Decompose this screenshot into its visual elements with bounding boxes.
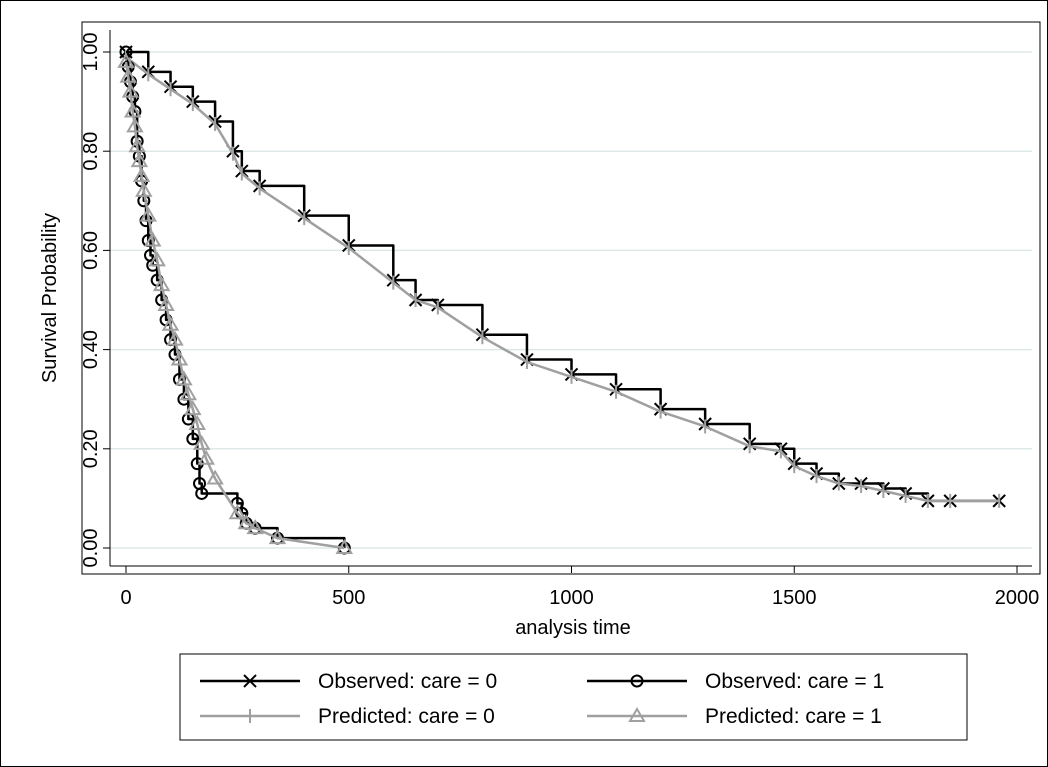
series-layer [117,45,1006,555]
data-point [119,45,133,59]
y-tick-label: 0.00 [80,529,102,568]
data-point [166,330,184,346]
y-tick-label: 1.00 [80,33,102,72]
legend-item: Observed: care = 0 [200,670,497,693]
legend-label: Predicted: care = 1 [705,705,882,728]
x-tick-label: 2000 [995,587,1040,609]
legend-item: Predicted: care = 0 [200,705,495,728]
data-point [179,385,198,401]
data-point [161,315,180,331]
plot-area [81,21,1041,575]
legend-item: Observed: care = 1 [587,670,884,693]
legend-label: Observed: care = 0 [318,670,497,693]
legend-marker [243,674,257,688]
data-point [139,206,158,222]
legend: Observed: care = 0 Observed: care = 1 Pred… [179,653,968,741]
data-point [228,504,247,520]
x-tick-label: 500 [332,587,365,609]
data-point [152,276,171,292]
series-line [125,55,1000,503]
data-point [128,137,146,153]
legend-label: Observed: care = 1 [705,670,884,693]
legend-marker [630,674,644,688]
data-point [197,449,215,465]
x-tick-label: 0 [120,587,131,609]
y-tick-label: 0.40 [80,330,102,369]
y-ticks: 0.00 0.20 0.40 0.60 0.80 1.00 [80,33,110,568]
data-point [195,486,209,500]
y-tick-label: 0.80 [80,132,102,171]
data-point [119,67,137,83]
x-tick-label: 1000 [549,587,594,609]
data-point [192,434,211,450]
y-axis-title: Survival Probability [39,213,61,383]
legend-items: Observed: care = 0 Observed: care = 1 Pred… [200,670,884,728]
data-point [246,519,264,535]
data-point [268,529,287,545]
legend-label: Predicted: care = 0 [318,705,495,728]
data-point [126,117,144,133]
data-point [206,469,224,485]
gridlines [110,51,1032,549]
data-point [135,181,153,197]
data-point [148,251,166,267]
data-point [175,370,193,386]
y-tick-label: 0.20 [80,429,102,468]
x-ticks: 0 500 1000 1500 2000 [120,566,1039,609]
data-point [184,400,202,416]
x-axis-title: analysis time [515,617,631,639]
data-point [132,167,151,182]
data-point [335,539,354,554]
data-point [143,231,162,247]
legend-box [179,653,968,741]
data-point [186,432,200,446]
y-tick-label: 0.60 [80,231,102,270]
data-point [117,52,135,68]
data-point [170,350,189,366]
legend-item: Predicted: care = 1 [587,705,882,728]
data-point [121,82,140,98]
x-tick-label: 1500 [772,587,817,609]
data-point [188,415,207,430]
data-point [237,514,256,530]
legend-marker [628,707,646,722]
data-point [123,102,142,118]
data-point [157,295,175,311]
data-point [130,152,149,168]
series-3 [117,52,354,554]
